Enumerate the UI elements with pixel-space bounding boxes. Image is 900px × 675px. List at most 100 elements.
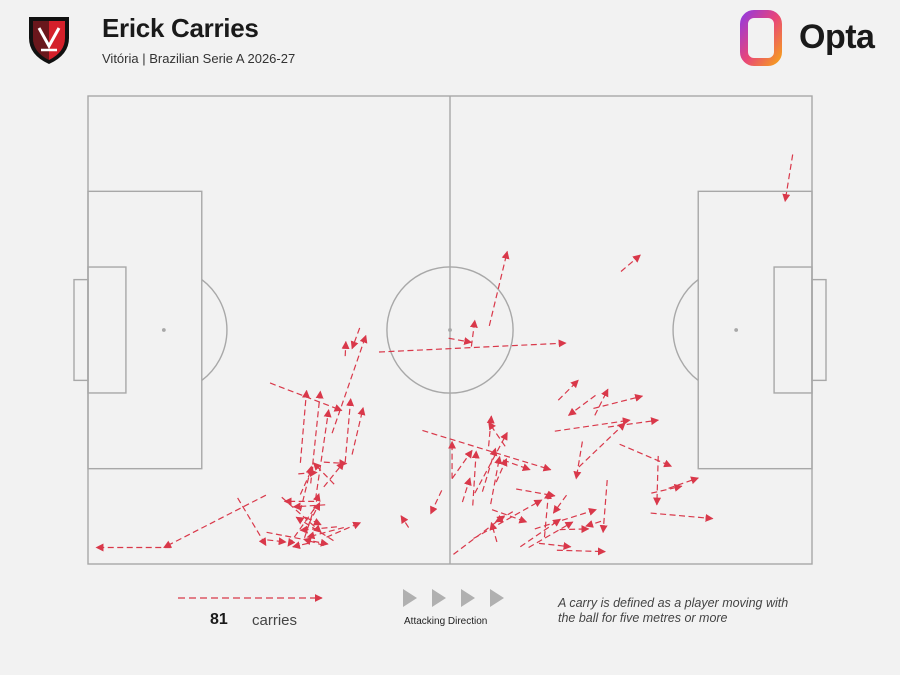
carry-arrow (266, 531, 329, 547)
carry-arrow (331, 334, 368, 434)
opta-logo-icon (740, 10, 782, 66)
carry-arrow (650, 512, 714, 522)
carry-arrow (451, 449, 473, 480)
centre-spot (448, 328, 452, 332)
carry-arrow (448, 337, 473, 346)
carry-arrow (488, 421, 506, 447)
chart-title: Erick Carries (102, 13, 259, 43)
carry-arrow (543, 490, 552, 538)
carry-arrow (494, 511, 514, 523)
carry-arrow (486, 415, 495, 447)
carry-arrow (490, 455, 503, 505)
right-goal (811, 278, 827, 382)
carry-arrow (607, 417, 660, 428)
left-penalty-spot (161, 328, 166, 332)
carry-arrow (559, 525, 590, 534)
carry-arrow (653, 455, 662, 506)
carry-arrow (573, 441, 583, 480)
carry-arrow (469, 319, 478, 347)
carry-arrow (344, 398, 355, 463)
vitoria-crest-icon (29, 17, 69, 64)
carry-arrow (668, 476, 699, 489)
carry-arrow (502, 459, 531, 472)
carry-arrow (299, 389, 310, 463)
carries-layer (95, 154, 794, 556)
carry-arrow (269, 382, 343, 412)
carry-arrow (567, 394, 596, 416)
carry-arrow (599, 479, 608, 534)
carry-arrow (350, 327, 361, 350)
carry-arrow (489, 521, 498, 543)
carry-arrow (306, 526, 344, 540)
carry-arrow (495, 457, 508, 483)
carry-arrow (281, 496, 322, 533)
chart-subtitle: Vitória | Brazilian Serie A 2026-27 (102, 51, 296, 66)
carry-arrow (287, 508, 315, 547)
carry-arrow (292, 541, 309, 550)
legend-carry-line (178, 594, 323, 602)
carry-arrow (481, 447, 498, 492)
left-penalty-arc (201, 279, 228, 381)
carry-arrow (473, 499, 543, 540)
carry-arrow (314, 409, 332, 500)
carry-definition: A carry is defined as a player moving wi… (558, 596, 789, 625)
carry-arrow (310, 390, 324, 484)
carry-arrow (312, 462, 335, 485)
carry-arrow (471, 450, 480, 506)
carry-count-label: carries (252, 612, 298, 629)
carry-arrow (491, 509, 528, 524)
carry-arrow (326, 521, 362, 538)
carry-arrow (267, 537, 287, 546)
attacking-direction-label: Attacking Direction (404, 616, 488, 627)
carry-arrow (323, 459, 348, 468)
carry-arrow (488, 250, 510, 327)
right-penalty-spot (734, 328, 739, 332)
carry-arrow (557, 379, 579, 401)
left-goal (73, 278, 89, 382)
pitch-markings (73, 95, 827, 565)
left-six-yard-box (87, 266, 127, 394)
carry-arrow (461, 477, 472, 503)
carry-arrow (400, 515, 410, 528)
carry-arrow (298, 469, 318, 477)
carry-arrow (585, 520, 602, 528)
carry-arrow (619, 443, 673, 468)
left-penalty-box (87, 190, 203, 470)
carry-arrow (378, 339, 567, 353)
carry-arrow (304, 516, 322, 526)
carry-arrow (552, 494, 568, 514)
carry-arrow (554, 417, 631, 432)
carry-arrow (594, 388, 609, 416)
carry-arrow (534, 507, 597, 530)
carry-arrow (453, 515, 506, 555)
carry-arrow (341, 340, 350, 357)
centre-circle (386, 266, 514, 394)
right-penalty-arc (672, 279, 699, 381)
carry-arrow (782, 154, 794, 203)
brand-name: Opta (799, 18, 875, 56)
carry-arrow (351, 406, 366, 455)
carry-arrow (593, 393, 644, 410)
carry-arrow (651, 483, 683, 494)
carry-arrow (620, 254, 641, 272)
carry-arrow (323, 461, 345, 488)
carry-arrow (516, 488, 556, 499)
carry-arrow (292, 502, 326, 511)
right-six-yard-box (773, 266, 813, 394)
carry-arrow (538, 542, 572, 550)
attacking-direction-arrows-icon (403, 589, 504, 607)
carry-arrow (422, 429, 552, 472)
carry-arrow (519, 518, 561, 548)
right-penalty-box (697, 190, 813, 470)
carry-arrow (528, 521, 574, 549)
carry-arrow (556, 547, 606, 556)
carry-arrow (237, 497, 267, 547)
carry-arrow (163, 494, 267, 549)
carry-arrow (430, 490, 443, 515)
carry-arrow (299, 525, 337, 534)
carry-count: 81 (210, 611, 228, 628)
carry-arrow (303, 493, 321, 539)
carry-arrow (578, 422, 626, 468)
carry-arrow (299, 466, 314, 495)
